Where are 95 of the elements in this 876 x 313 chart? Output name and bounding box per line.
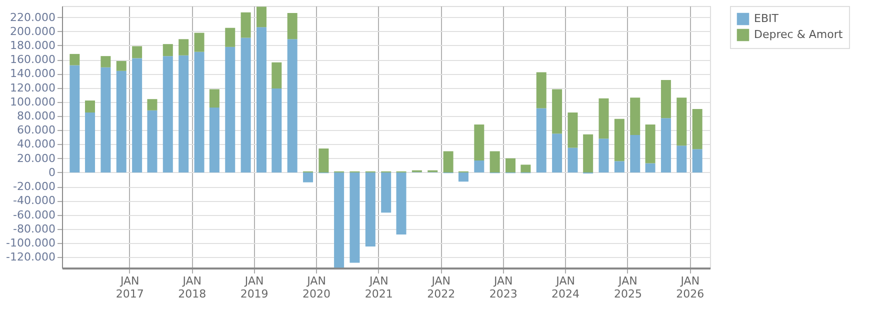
x-tick-label: JAN 2023 — [489, 274, 518, 300]
bar — [506, 158, 516, 172]
x-tick-label: JAN 2026 — [676, 274, 704, 300]
bar — [583, 134, 594, 172]
bar — [287, 39, 298, 172]
bar — [630, 135, 640, 172]
bar — [240, 38, 251, 172]
bar — [132, 58, 142, 172]
bar — [645, 124, 656, 164]
bar — [225, 46, 236, 172]
bar — [396, 172, 406, 234]
bar — [178, 39, 189, 56]
bar — [303, 172, 314, 182]
y-tick-label: 100.000 — [10, 95, 56, 108]
bar — [381, 172, 392, 213]
bar — [272, 88, 282, 172]
bar — [70, 54, 80, 66]
bar — [536, 108, 546, 172]
legend-label: EBIT — [754, 12, 779, 25]
y-tick-label: 40.000 — [17, 138, 56, 151]
x-tick-label: JAN 2024 — [552, 274, 580, 300]
bar — [209, 89, 220, 108]
y-tick-label: 220.000 — [10, 10, 56, 24]
bar — [490, 151, 500, 172]
bar — [256, 27, 266, 172]
y-tick-label: 20.000 — [17, 152, 56, 165]
bar — [692, 108, 702, 150]
x-tick-label: JAN 2017 — [116, 274, 144, 300]
bar — [568, 148, 578, 172]
x-tick-label: JAN 2019 — [240, 274, 268, 300]
bar — [272, 62, 282, 89]
bar — [536, 72, 546, 108]
x-tick-label: JAN 2022 — [427, 274, 456, 300]
y-tick-label: 120.000 — [10, 81, 56, 94]
x-tick-label: JAN 2025 — [614, 274, 642, 300]
x-tick-label: JAN 2021 — [364, 274, 393, 300]
bar — [70, 65, 80, 172]
bar — [614, 161, 624, 172]
y-tick-label: -120.000 — [6, 250, 56, 264]
bar — [162, 56, 173, 172]
bar — [598, 138, 609, 172]
bar — [365, 172, 376, 246]
bar — [240, 12, 251, 38]
bar — [458, 172, 468, 182]
bar — [474, 124, 484, 160]
bar — [178, 55, 189, 172]
y-tick-label: 160.000 — [10, 53, 56, 66]
bar — [287, 13, 298, 40]
y-tick-label: 60.000 — [17, 124, 56, 137]
bar — [116, 70, 126, 172]
bar — [568, 112, 578, 148]
y-tick-label: -20.000 — [13, 180, 56, 194]
bar — [100, 67, 111, 172]
bar — [614, 118, 624, 162]
bar — [598, 98, 609, 139]
bar — [660, 80, 671, 118]
bar — [256, 6, 266, 28]
bar — [85, 112, 96, 172]
bar — [194, 32, 204, 52]
y-tick-label: 80.000 — [17, 110, 56, 123]
bar — [85, 100, 96, 112]
x-tick-label: JAN 2020 — [302, 274, 331, 300]
bar — [474, 160, 484, 172]
bar — [162, 44, 173, 56]
bar — [100, 56, 111, 68]
bar — [147, 99, 158, 110]
bar — [676, 98, 687, 146]
bar — [443, 151, 454, 172]
bar — [116, 61, 126, 71]
y-tick-label: -80.000 — [13, 222, 56, 236]
bar — [147, 110, 158, 172]
bar — [645, 163, 656, 172]
y-tick-label: -40.000 — [13, 194, 56, 208]
bar — [334, 172, 344, 268]
bar — [552, 89, 562, 134]
bar — [132, 46, 142, 58]
bar — [692, 149, 702, 172]
bar — [209, 108, 220, 172]
y-tick-label: 140.000 — [10, 67, 56, 80]
bar — [194, 52, 204, 172]
bar — [660, 118, 671, 172]
bar — [350, 172, 360, 263]
x-tick-label: JAN 2018 — [178, 274, 206, 300]
y-tick-label: 180.000 — [10, 38, 56, 52]
y-tick-label: -60.000 — [13, 208, 56, 222]
bar — [630, 98, 640, 136]
bar — [520, 164, 531, 172]
y-tick-label: 0 — [48, 166, 56, 179]
bar — [552, 134, 562, 172]
y-tick-label: 200.000 — [10, 24, 56, 38]
bar — [225, 28, 236, 47]
y-tick-label: -100.000 — [6, 236, 56, 250]
bar — [676, 146, 687, 172]
bar — [318, 148, 329, 172]
legend-label: Deprec & Amort — [754, 28, 844, 41]
